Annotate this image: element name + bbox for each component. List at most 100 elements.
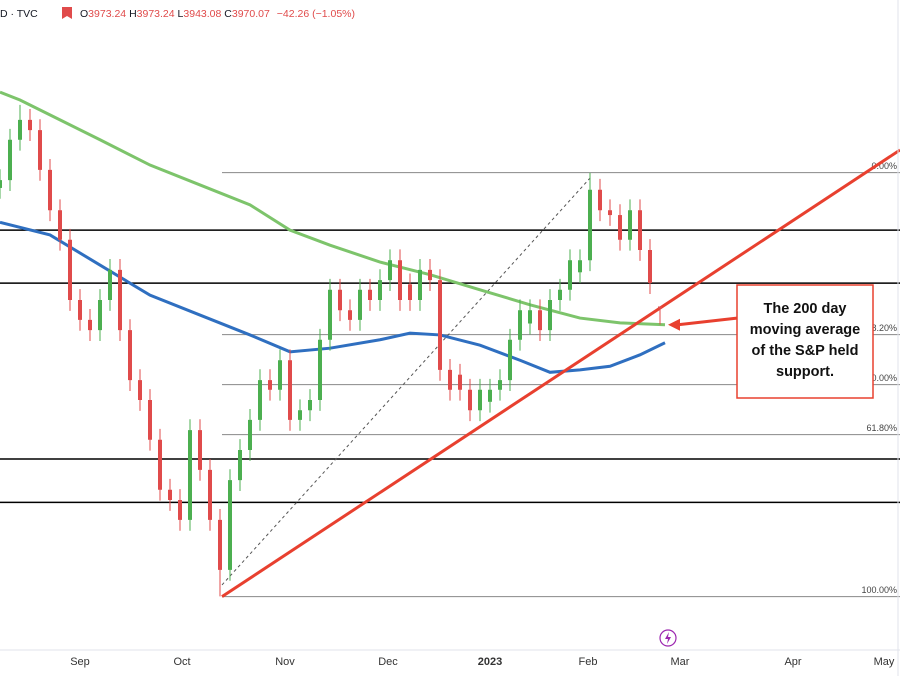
candle-body: [418, 269, 422, 300]
x-tick-label: 2023: [478, 656, 502, 668]
ohlc-change: −42.26 (−1.05%): [277, 8, 355, 20]
candle-body: [208, 469, 212, 520]
ohlc-readout: O3973.24 H3973.24 L3943.08 C3970.07 −42.…: [80, 8, 355, 20]
candle-body: [498, 380, 502, 390]
x-tick-label: Apr: [784, 656, 801, 668]
fib-label: 61.80%: [866, 423, 897, 433]
candle-body: [98, 300, 102, 331]
candle-body: [548, 300, 552, 331]
x-tick-label: Mar: [671, 656, 690, 668]
ohlc-value: 3943.08: [183, 8, 221, 20]
candle-body: [598, 189, 602, 211]
fib-label: 100.00%: [861, 585, 897, 595]
x-tick-label: Oct: [173, 656, 190, 668]
candle-body: [138, 380, 142, 400]
fib-label: 0.00%: [871, 161, 897, 171]
candle-body: [68, 239, 72, 300]
fib-label: 50.00%: [866, 373, 897, 383]
candle-body: [218, 519, 222, 570]
candle-body: [18, 119, 22, 140]
ohlc-letter: C: [224, 8, 232, 20]
annotation-arrowhead: [668, 318, 680, 331]
candle-body: [648, 250, 652, 283]
candle-body: [658, 306, 662, 309]
candle-body: [88, 319, 92, 331]
candle-body: [618, 215, 622, 240]
annotation: The 200 day moving average of the S&P held…: [668, 284, 874, 399]
dashed-line: [221, 175, 593, 586]
candle-body: [638, 210, 642, 250]
candle-body: [198, 430, 202, 470]
candle-body: [388, 260, 392, 281]
x-tick-label: Sep: [70, 656, 90, 668]
candle-body: [398, 260, 402, 300]
candle-body: [358, 289, 362, 320]
candle-body: [408, 284, 412, 300]
candle-body: [468, 389, 472, 411]
ohlc-letter: O: [80, 8, 88, 20]
symbol: D · TVC: [0, 8, 38, 20]
candle-body: [628, 210, 632, 240]
candle-body: [448, 369, 452, 390]
moving-average: [0, 90, 666, 327]
candle-body: [428, 269, 432, 281]
candle-body: [298, 410, 302, 420]
candle-body: [588, 189, 592, 261]
candle-body: [528, 310, 532, 324]
candle-body: [608, 210, 612, 216]
fib-label: 38.20%: [866, 323, 897, 333]
candle-body: [238, 450, 242, 481]
candle-body: [488, 389, 492, 402]
candle-body: [568, 260, 572, 290]
alert-icon[interactable]: [659, 629, 677, 647]
candle-body: [0, 180, 2, 188]
candle-body: [288, 360, 292, 420]
candle-body: [538, 310, 542, 331]
candle-body: [228, 480, 232, 570]
candle-body: [38, 130, 42, 170]
candle-body: [438, 280, 442, 370]
candle-body: [378, 280, 382, 300]
x-tick-label: Nov: [275, 656, 295, 668]
candle-body: [158, 439, 162, 490]
candle-body: [478, 389, 482, 411]
candle-body: [58, 210, 62, 240]
annotation-text: moving average: [750, 322, 860, 338]
candle-body: [558, 289, 562, 300]
candle-body: [28, 119, 32, 131]
annotation-text: of the S&P held: [752, 343, 859, 359]
candle-body: [268, 380, 272, 390]
candle-body: [78, 300, 82, 320]
candle-body: [318, 339, 322, 400]
flag-icon: [62, 7, 72, 19]
candle-body: [328, 289, 332, 340]
candle-body: [188, 430, 192, 520]
candle-body: [178, 500, 182, 520]
candle-body: [368, 289, 372, 300]
trendline: [221, 148, 900, 598]
ohlc-value: 3973.24: [137, 8, 175, 20]
candle-body: [118, 269, 122, 331]
candle-body: [148, 400, 152, 440]
candle-body: [108, 269, 112, 300]
plot-area: 0.00% 38.20% 50.00% 61.80% 100.00% Sep Oct Nov D…: [0, 90, 900, 668]
x-tick-label: Dec: [378, 656, 398, 668]
candle-body: [168, 489, 172, 500]
candle-body: [258, 380, 262, 420]
candle-body: [128, 330, 132, 381]
alert-bolt[interactable]: [665, 632, 671, 644]
candle-body: [48, 169, 52, 211]
annotation-arrow: [677, 316, 739, 327]
candle-body: [508, 339, 512, 381]
candle-body: [348, 310, 352, 320]
header-bg: [0, 2, 470, 24]
x-tick-label: Feb: [579, 656, 598, 668]
ohlc-letter: H: [129, 8, 137, 20]
candle-body: [458, 374, 462, 390]
moving-average: [0, 220, 666, 374]
ohlc-value: 3970.07: [232, 8, 270, 20]
candle-body: [278, 360, 282, 390]
candle-body: [308, 400, 312, 411]
ohlc-letter: L: [178, 8, 184, 20]
